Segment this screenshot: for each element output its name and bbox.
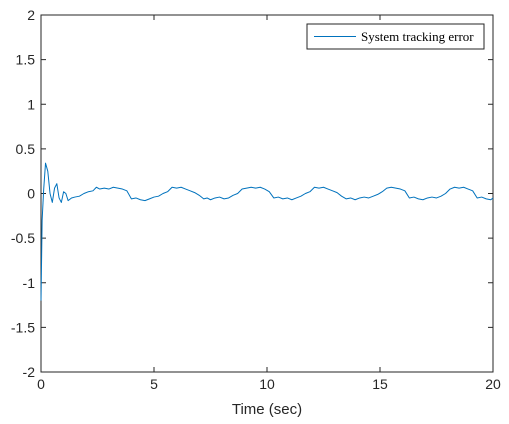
y-tick-label: -2 [23,364,36,380]
y-tick-label: 0 [27,186,35,202]
y-tick-label: 2 [27,7,35,23]
y-tick-label: -1 [23,275,36,291]
y-tick-label: -1.5 [11,319,35,335]
x-tick-label: 0 [37,376,45,392]
legend-entry-system-tracking-error: System tracking error [361,29,474,44]
series-line-system-tracking-error [40,162,494,301]
x-axis-label: Time (sec) [232,401,302,418]
legend: System tracking error [306,23,485,50]
y-tick-label: 1.5 [16,52,36,68]
y-tick-label: 1 [27,96,35,112]
x-tick-label: 10 [259,376,275,392]
x-tick-label: 15 [372,376,388,392]
plot-area [40,14,494,373]
y-tick-label: -0.5 [11,230,35,246]
data-series [40,162,494,301]
x-tick-label: 5 [150,376,158,392]
axis-ticks: 0 5 10 15 20 2 1.5 1 0.5 0 -0.5 -1 -1.5 -2 [11,7,501,392]
x-tick-label: 20 [485,376,501,392]
y-tick-label: 0.5 [16,141,36,157]
